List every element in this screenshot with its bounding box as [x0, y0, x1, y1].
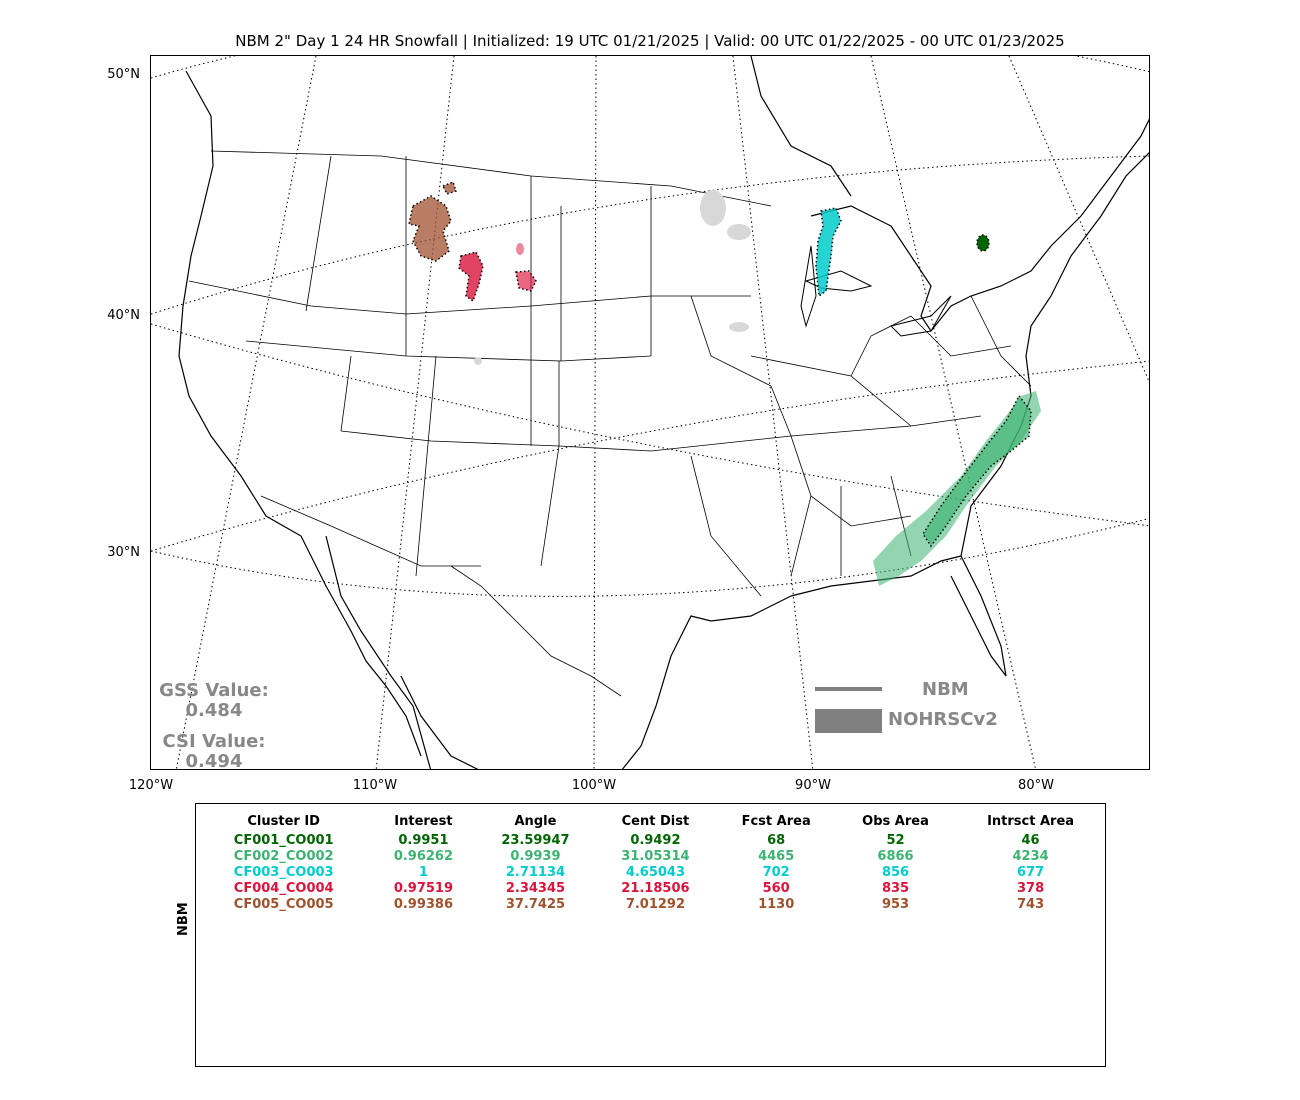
map-title: NBM 2" Day 1 24 HR Snowfall | Initialize… — [235, 32, 1065, 50]
lon-label-80w: 80°W — [1018, 778, 1054, 793]
table-cell: 856 — [881, 865, 910, 880]
legend-nohrsc-label: NOHRSCv2 — [888, 709, 998, 730]
state-borders — [188, 150, 1032, 697]
table-cell: 743 — [1016, 897, 1045, 912]
gss-label: GSS Value: — [159, 680, 269, 701]
table-header-row: Cluster ID Interest Angle Cent Dist Fcst… — [196, 814, 1107, 833]
map-svg — [151, 56, 1149, 769]
lon-label-120w: 120°W — [128, 778, 174, 793]
col-header: Cluster ID — [247, 814, 320, 829]
cluster-cf005-co005 — [408, 181, 457, 262]
col-header: Interest — [394, 814, 453, 829]
lat-label-40n: 40°N — [107, 308, 140, 323]
table-cell: 1 — [418, 865, 428, 880]
table-cell: 4465 — [758, 849, 795, 864]
table-cell: 835 — [881, 881, 910, 896]
table-cell: 0.9939 — [510, 849, 561, 864]
table-row: CF003_CO003 1 2.71134 4.65043 702 856 677 — [196, 865, 1107, 881]
table-cell: CF001_CO001 — [233, 833, 334, 848]
table-cell: 0.9951 — [398, 833, 449, 848]
cluster-cf001-co001 — [976, 234, 990, 252]
table-row: CF005_CO005 0.99386 37.7425 7.01292 1130 953 7… — [196, 897, 1107, 913]
table-cell: 560 — [762, 881, 790, 896]
table-cell: 953 — [881, 897, 910, 912]
table-cell: 7.01292 — [625, 897, 686, 912]
table-cell: CF003_CO003 — [233, 865, 334, 880]
table-cell: 2.71134 — [505, 865, 566, 880]
table-cell: 0.96262 — [393, 849, 454, 864]
table-cell: 23.59947 — [501, 833, 570, 848]
table-cell: 4.65043 — [625, 865, 686, 880]
table-row: CF004_CO004 0.97519 2.34345 21.18506 560 835 3… — [196, 881, 1107, 897]
table-cell: 0.97519 — [393, 881, 454, 896]
table-side-label: NBM — [176, 902, 191, 936]
legend-nbm-label: NBM — [922, 679, 969, 700]
snowfall-map — [150, 55, 1150, 770]
col-header: Angle — [514, 814, 557, 829]
table-cell: 21.18506 — [621, 881, 690, 896]
table-cell: 31.05314 — [621, 849, 690, 864]
cluster-cf002-co002 — [873, 391, 1041, 586]
col-header: Obs Area — [862, 814, 929, 829]
table-cell: 677 — [1016, 865, 1045, 880]
table-cell: CF005_CO005 — [233, 897, 334, 912]
col-header: Intrsct Area — [987, 814, 1075, 829]
table-cell: 6866 — [877, 849, 914, 864]
lon-label-90w: 90°W — [795, 778, 831, 793]
table-cell: 37.7425 — [505, 897, 566, 912]
col-header: Cent Dist — [621, 814, 690, 829]
table-cell: CF002_CO002 — [233, 849, 334, 864]
gss-value: 0.484 — [185, 700, 243, 721]
cluster-stats-table: Cluster ID Interest Angle Cent Dist Fcst… — [196, 814, 1107, 913]
table-cell: 68 — [767, 833, 786, 848]
table-cell: CF004_CO004 — [233, 881, 334, 896]
table-cell: 0.99386 — [393, 897, 454, 912]
table-cell: 46 — [1021, 833, 1040, 848]
lat-label-50n: 50°N — [107, 67, 140, 82]
cluster-stats-panel: Cluster ID Interest Angle Cent Dist Fcst… — [195, 803, 1106, 1067]
coastlines — [178, 56, 1149, 769]
graticule-lines — [151, 56, 1149, 769]
table-cell: 378 — [1016, 881, 1045, 896]
cluster-cf004-co004 — [458, 243, 537, 303]
lon-label-100w: 100°W — [571, 778, 617, 793]
table-cell: 2.34345 — [505, 881, 566, 896]
table-row: CF002_CO002 0.96262 0.9939 31.05314 4465 6866… — [196, 849, 1107, 865]
table-cell: 52 — [886, 833, 905, 848]
legend-nohrsc-box — [815, 709, 882, 733]
table-cell: 0.9492 — [630, 833, 681, 848]
col-header: Fcst Area — [741, 814, 811, 829]
csi-label: CSI Value: — [162, 731, 266, 752]
lon-label-110w: 110°W — [352, 778, 398, 793]
table-cell: 1130 — [758, 897, 795, 912]
table-cell: 702 — [762, 865, 790, 880]
unmatched-obs-areas — [474, 190, 751, 365]
cluster-cf003-co003 — [815, 207, 842, 298]
legend-nbm-line — [815, 687, 882, 691]
csi-value: 0.494 — [185, 751, 243, 772]
table-row: CF001_CO001 0.9951 23.59947 0.9492 68 52 46 — [196, 833, 1107, 849]
table-cell: 4234 — [1012, 849, 1049, 864]
lat-label-30n: 30°N — [107, 545, 140, 560]
